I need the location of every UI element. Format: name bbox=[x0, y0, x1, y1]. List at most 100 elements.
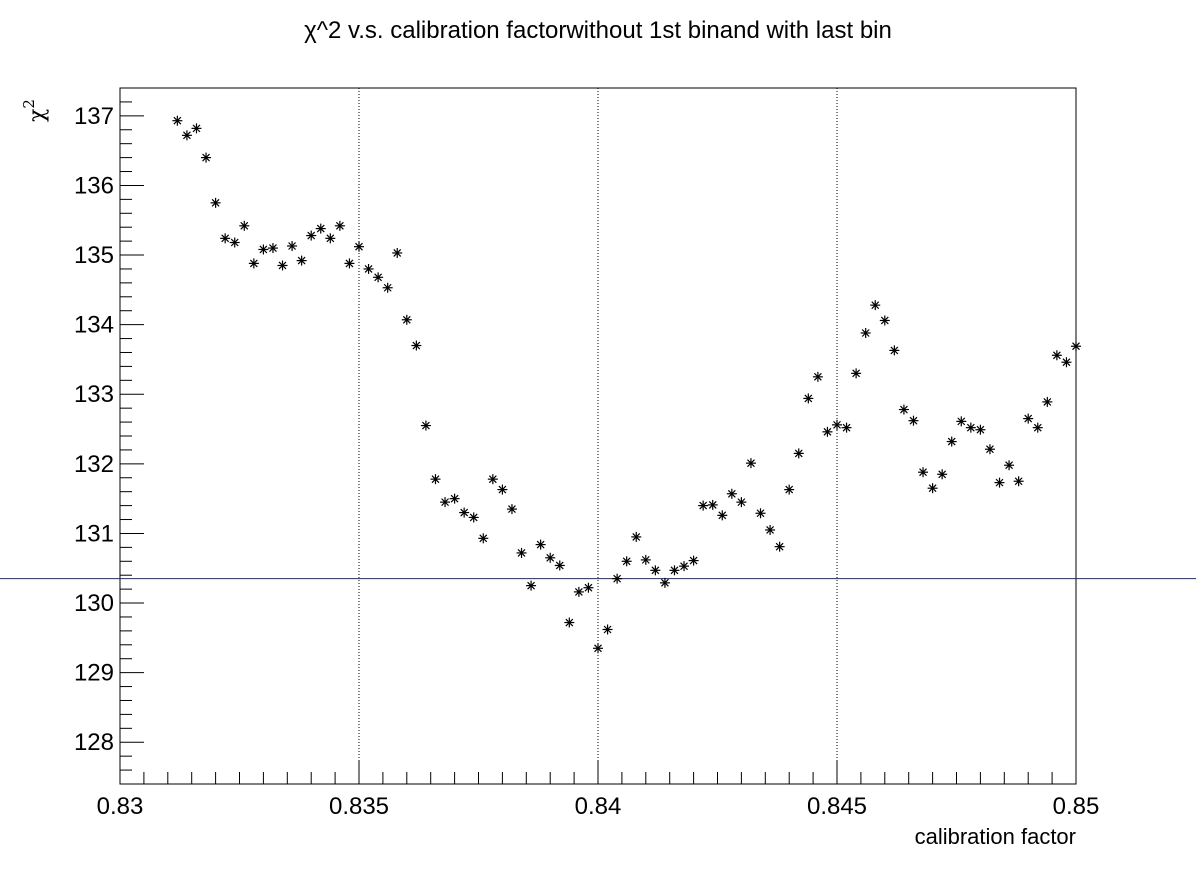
data-point-stroke bbox=[641, 555, 650, 564]
data-point bbox=[679, 561, 690, 572]
y-axis-label: χ2 bbox=[20, 99, 50, 122]
data-point bbox=[334, 220, 345, 231]
data-point-stroke bbox=[1062, 358, 1071, 367]
y-tick-label: 133 bbox=[74, 381, 114, 408]
data-point-stroke bbox=[288, 242, 297, 250]
data-point bbox=[841, 422, 852, 433]
data-point bbox=[573, 586, 584, 597]
data-point-stroke bbox=[469, 513, 478, 522]
data-point-stroke bbox=[651, 566, 660, 575]
data-point-stroke bbox=[393, 249, 402, 257]
data-point-stroke bbox=[708, 500, 717, 509]
data-point bbox=[822, 426, 833, 437]
data-point bbox=[927, 483, 938, 494]
data-point-stroke bbox=[412, 341, 421, 350]
data-point-stroke bbox=[966, 423, 975, 432]
y-tick-label: 135 bbox=[74, 242, 114, 269]
data-point bbox=[392, 247, 403, 258]
data-point-stroke bbox=[211, 198, 220, 207]
data-point bbox=[946, 436, 957, 447]
data-point-stroke bbox=[536, 540, 545, 549]
data-point-stroke bbox=[1005, 461, 1014, 470]
data-point-stroke bbox=[565, 618, 574, 627]
data-point-stroke bbox=[603, 625, 612, 634]
data-point bbox=[229, 237, 240, 248]
data-point-stroke bbox=[986, 445, 994, 454]
data-point bbox=[440, 497, 451, 508]
data-point bbox=[210, 197, 221, 208]
data-point bbox=[172, 115, 183, 126]
data-point-stroke bbox=[1024, 414, 1033, 423]
data-point bbox=[593, 643, 603, 654]
data-point bbox=[726, 488, 737, 499]
x-tick-label: 0.84 bbox=[575, 793, 622, 820]
x-tick-label: 0.835 bbox=[329, 793, 389, 820]
data-point-stroke bbox=[1072, 342, 1080, 351]
data-point-stroke bbox=[670, 566, 679, 575]
data-point bbox=[774, 541, 785, 552]
data-point-stroke bbox=[431, 475, 440, 484]
data-point bbox=[908, 415, 919, 426]
data-point bbox=[812, 371, 823, 382]
data-point bbox=[803, 393, 814, 404]
data-point-stroke bbox=[794, 449, 803, 458]
data-point-stroke bbox=[230, 238, 239, 247]
data-point-stroke bbox=[852, 369, 861, 378]
data-point bbox=[564, 617, 575, 628]
data-point-stroke bbox=[804, 394, 813, 403]
data-point bbox=[621, 556, 632, 567]
data-point-stroke bbox=[574, 587, 583, 596]
data-point-stroke bbox=[737, 498, 746, 507]
data-point bbox=[698, 500, 709, 511]
data-point-stroke bbox=[460, 508, 469, 517]
data-point bbox=[267, 243, 278, 254]
data-point bbox=[487, 474, 498, 485]
data-point bbox=[717, 510, 728, 521]
data-point bbox=[382, 282, 393, 293]
data-point-stroke bbox=[374, 273, 383, 282]
data-point bbox=[784, 484, 795, 495]
data-point-stroke bbox=[775, 542, 784, 551]
data-point bbox=[430, 474, 441, 485]
data-point bbox=[363, 263, 374, 274]
x-axis-label: calibration factor bbox=[915, 824, 1076, 849]
data-point bbox=[1051, 350, 1062, 361]
data-point-stroke bbox=[316, 224, 325, 233]
data-point-stroke bbox=[364, 265, 373, 273]
data-point bbox=[707, 499, 718, 510]
y-axis-label-base: χ bbox=[25, 109, 50, 122]
data-point bbox=[1071, 341, 1081, 352]
data-point bbox=[583, 582, 594, 593]
data-point bbox=[832, 419, 842, 430]
data-point bbox=[535, 539, 546, 550]
data-point bbox=[1061, 357, 1072, 368]
data-point bbox=[1004, 460, 1015, 471]
data-point-stroke bbox=[699, 501, 708, 510]
y-tick-label: 129 bbox=[74, 660, 114, 687]
data-point bbox=[898, 404, 909, 415]
data-point-stroke bbox=[680, 562, 688, 571]
data-point bbox=[248, 258, 259, 269]
y-tick-label: 132 bbox=[74, 451, 114, 478]
y-tick-label: 136 bbox=[74, 172, 114, 199]
data-point-stroke bbox=[842, 423, 851, 432]
data-point bbox=[1032, 422, 1043, 433]
data-point-stroke bbox=[1033, 423, 1042, 432]
data-point-stroke bbox=[450, 494, 459, 503]
data-point bbox=[640, 554, 651, 565]
data-point-stroke bbox=[880, 316, 889, 325]
data-point-stroke bbox=[202, 153, 210, 162]
x-tick-label: 0.85 bbox=[1053, 793, 1100, 820]
data-point bbox=[468, 512, 479, 523]
data-point-stroke bbox=[441, 498, 449, 507]
data-point-stroke bbox=[488, 475, 497, 484]
chart-title: χ^2 v.s. calibration factorwithout 1st b… bbox=[304, 17, 892, 44]
data-point-stroke bbox=[259, 245, 268, 254]
data-point bbox=[478, 533, 489, 544]
data-point bbox=[602, 624, 613, 635]
data-point bbox=[497, 484, 508, 495]
data-point bbox=[937, 469, 948, 480]
data-point-stroke bbox=[555, 561, 564, 570]
data-point-stroke bbox=[823, 427, 832, 436]
data-point-stroke bbox=[402, 315, 411, 324]
